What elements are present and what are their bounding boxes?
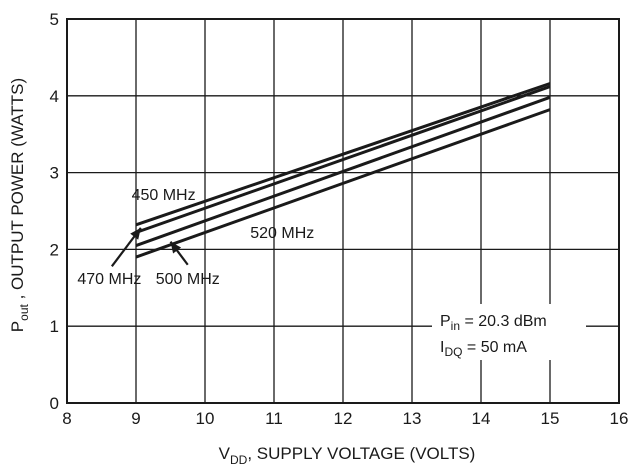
x-tick-label: 11 [265, 409, 283, 428]
x-tick-label: 8 [62, 409, 71, 428]
series-line [135, 82, 551, 227]
curve-label: 500 MHz [156, 271, 220, 288]
label-arrowhead [130, 227, 141, 240]
y-tick-label: 5 [50, 10, 59, 29]
label-arrowhead [170, 241, 182, 254]
series-lines [135, 82, 551, 259]
series-line [135, 95, 551, 247]
y-tick-label: 4 [50, 87, 59, 106]
x-tick-label: 15 [541, 409, 560, 428]
x-tick-label: 12 [334, 409, 353, 428]
y-axis-title: Pout , OUTPUT POWER (WATTS) [8, 78, 31, 332]
annotation-box [432, 304, 586, 360]
grid [67, 19, 619, 403]
curve-labels: 450 MHz 470 MHz 500 MHz 520 MHz [77, 187, 314, 288]
curve-label: 450 MHz [132, 187, 196, 204]
y-tick-label: 3 [50, 164, 59, 183]
y-tick-label: 0 [50, 394, 59, 413]
x-tick-label: 16 [610, 409, 629, 428]
y-tick-label: 1 [50, 317, 59, 336]
annotation-idq: IDQ = 50 mA [440, 339, 527, 359]
x-tick-label: 14 [472, 409, 491, 428]
x-tick-label: 13 [403, 409, 422, 428]
curve-label: 520 MHz [250, 225, 314, 242]
y-tick-label: 2 [50, 240, 59, 259]
annotation-pin: Pin = 20.3 dBm [440, 313, 547, 333]
x-axis-title: VDD, SUPPLY VOLTAGE (VOLTS) [219, 444, 476, 466]
curve-label: 470 MHz [77, 271, 141, 288]
plot-frame [66, 18, 620, 404]
x-tick-label: 10 [196, 409, 215, 428]
series-line [135, 108, 551, 259]
x-tick-label: 9 [131, 409, 140, 428]
series-line [135, 85, 551, 234]
